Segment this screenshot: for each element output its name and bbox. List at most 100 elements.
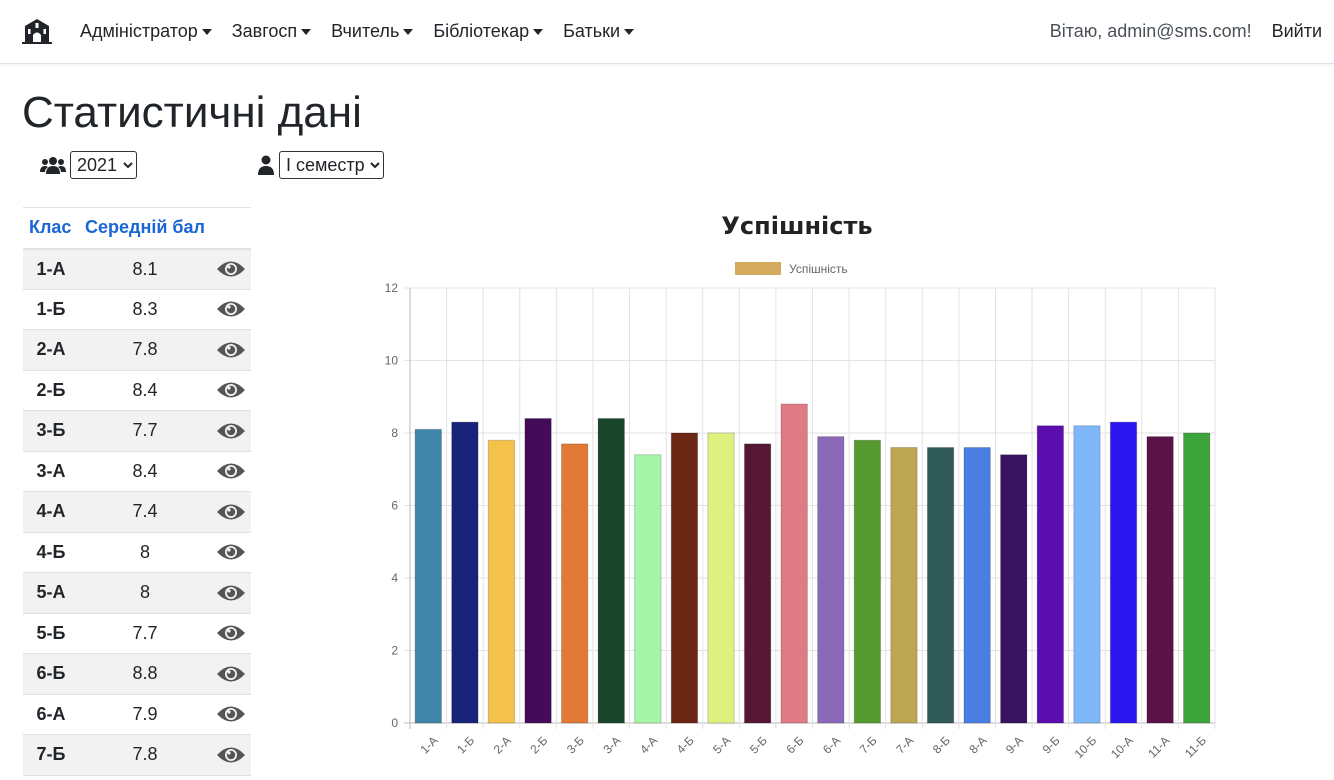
table-row: 5-А 8 bbox=[23, 572, 251, 614]
eye-icon[interactable] bbox=[216, 379, 246, 401]
menu-teacher-label: Вчитель bbox=[331, 20, 400, 41]
eye-icon[interactable] bbox=[216, 744, 246, 766]
school-icon[interactable] bbox=[22, 18, 52, 44]
bar[interactable] bbox=[597, 418, 625, 724]
table-row: 6-А 7.9 bbox=[23, 694, 251, 735]
bar[interactable] bbox=[817, 436, 845, 724]
class-name-cell: 6-Б bbox=[23, 653, 79, 695]
navbar: Адміністратор Завгосп Вчитель Бібліотека… bbox=[0, 0, 1334, 64]
chevron-down-icon bbox=[301, 28, 312, 35]
table-row: 7-Б 7.8 bbox=[23, 734, 251, 776]
eye-icon[interactable] bbox=[216, 258, 246, 280]
class-name-cell: 2-А bbox=[23, 329, 79, 371]
view-cell bbox=[210, 289, 251, 330]
y-tick-label: 12 bbox=[385, 281, 399, 295]
class-name-cell: 7-Б bbox=[23, 734, 79, 776]
eye-icon[interactable] bbox=[216, 703, 246, 725]
semester-filter: I семестр bbox=[257, 151, 384, 179]
x-tick-label: 11-Б bbox=[1182, 733, 1209, 760]
table-row: 2-Б 8.4 bbox=[23, 370, 251, 411]
menu-librarian[interactable]: Бібліотекар bbox=[423, 21, 553, 42]
x-tick-label: 11-А bbox=[1145, 733, 1172, 760]
view-cell bbox=[210, 694, 251, 735]
x-tick-label: 4-А bbox=[637, 733, 660, 756]
table-row: 3-А 8.4 bbox=[23, 451, 251, 492]
x-tick-label: 7-Б bbox=[857, 733, 880, 756]
average-score-cell: 7.7 bbox=[79, 613, 211, 654]
eye-icon[interactable] bbox=[216, 339, 246, 361]
x-tick-label: 8-Б bbox=[930, 733, 953, 756]
semester-select[interactable]: I семестр bbox=[279, 151, 384, 179]
y-tick-label: 6 bbox=[391, 499, 398, 513]
menu-zavgosp-label: Завгосп bbox=[231, 20, 298, 41]
bar[interactable] bbox=[707, 432, 735, 724]
x-tick-label: 4-Б bbox=[674, 733, 697, 756]
eye-icon[interactable] bbox=[216, 541, 246, 563]
view-cell bbox=[210, 613, 251, 654]
page-title: Статистичні дані bbox=[22, 88, 362, 137]
eye-icon[interactable] bbox=[216, 501, 246, 523]
x-tick-label: 10-Б bbox=[1072, 733, 1100, 761]
x-tick-label: 8-А bbox=[966, 733, 989, 756]
bar[interactable] bbox=[743, 443, 772, 724]
logout-link[interactable]: Вийти bbox=[1271, 20, 1322, 41]
eye-icon[interactable] bbox=[216, 460, 246, 482]
average-score-cell: 7.4 bbox=[79, 491, 211, 533]
view-cell bbox=[210, 572, 251, 614]
bar[interactable] bbox=[1109, 421, 1138, 724]
bar[interactable] bbox=[451, 421, 479, 724]
class-name-cell: 3-А bbox=[23, 451, 79, 492]
menu-librarian-label: Бібліотекар bbox=[433, 20, 530, 41]
class-name-cell: 1-А bbox=[23, 248, 79, 290]
bar[interactable] bbox=[524, 418, 552, 724]
x-tick-label: 2-А bbox=[491, 733, 514, 756]
eye-icon[interactable] bbox=[216, 622, 246, 644]
bar[interactable] bbox=[926, 447, 955, 724]
bar[interactable] bbox=[1000, 454, 1028, 724]
menu-teacher[interactable]: Вчитель bbox=[321, 21, 423, 42]
eye-icon[interactable] bbox=[216, 663, 246, 685]
bar[interactable] bbox=[1146, 436, 1174, 724]
x-tick-label: 10-А bbox=[1108, 733, 1136, 761]
bar[interactable] bbox=[1036, 425, 1065, 724]
class-name-cell: 1-Б bbox=[23, 289, 79, 330]
view-cell bbox=[210, 491, 251, 533]
bar[interactable] bbox=[890, 447, 918, 724]
average-score-cell: 7.7 bbox=[79, 410, 211, 452]
year-select[interactable]: 2021 bbox=[70, 151, 137, 179]
bar[interactable] bbox=[487, 439, 516, 724]
chevron-down-icon bbox=[201, 28, 212, 35]
average-score-cell: 8.8 bbox=[79, 653, 211, 695]
average-score-cell: 8.3 bbox=[79, 289, 211, 330]
chart-container: Успішність Успішність 0 2 4 6 8 10 12 1-А 1-Б 2-А 2-… bbox=[360, 200, 1230, 780]
menu-zavgosp[interactable]: Завгосп bbox=[222, 21, 321, 42]
menu-administrator[interactable]: Адміністратор bbox=[70, 21, 222, 42]
class-name-cell: 5-А bbox=[23, 572, 79, 614]
table-row: 2-А 7.8 bbox=[23, 329, 251, 371]
eye-icon[interactable] bbox=[216, 582, 246, 604]
table-row: 1-Б 8.3 bbox=[23, 289, 251, 330]
menu-parents[interactable]: Батьки bbox=[553, 21, 644, 42]
header-class: Клас bbox=[23, 207, 79, 250]
welcome-text: Вітаю, admin@sms.com! bbox=[1049, 20, 1252, 41]
bar[interactable] bbox=[634, 454, 662, 724]
bar[interactable] bbox=[414, 428, 442, 724]
average-score-cell: 8.4 bbox=[79, 451, 211, 492]
view-cell bbox=[210, 451, 251, 492]
bar[interactable] bbox=[1073, 425, 1101, 724]
bar[interactable] bbox=[853, 439, 882, 724]
eye-icon[interactable] bbox=[216, 298, 246, 320]
bar[interactable] bbox=[560, 443, 589, 724]
eye-icon[interactable] bbox=[216, 420, 246, 442]
average-score-cell: 8.1 bbox=[79, 248, 211, 290]
y-tick-label: 0 bbox=[391, 716, 398, 730]
bar[interactable] bbox=[780, 403, 808, 724]
view-cell bbox=[210, 410, 251, 452]
x-tick-label: 7-А bbox=[893, 733, 916, 756]
class-name-cell: 5-Б bbox=[23, 613, 79, 654]
bar[interactable] bbox=[1183, 432, 1211, 724]
x-tick-label: 3-Б bbox=[564, 733, 587, 756]
x-tick-label: 6-Б bbox=[784, 733, 807, 756]
bar[interactable] bbox=[963, 447, 991, 724]
bar[interactable] bbox=[670, 432, 699, 724]
